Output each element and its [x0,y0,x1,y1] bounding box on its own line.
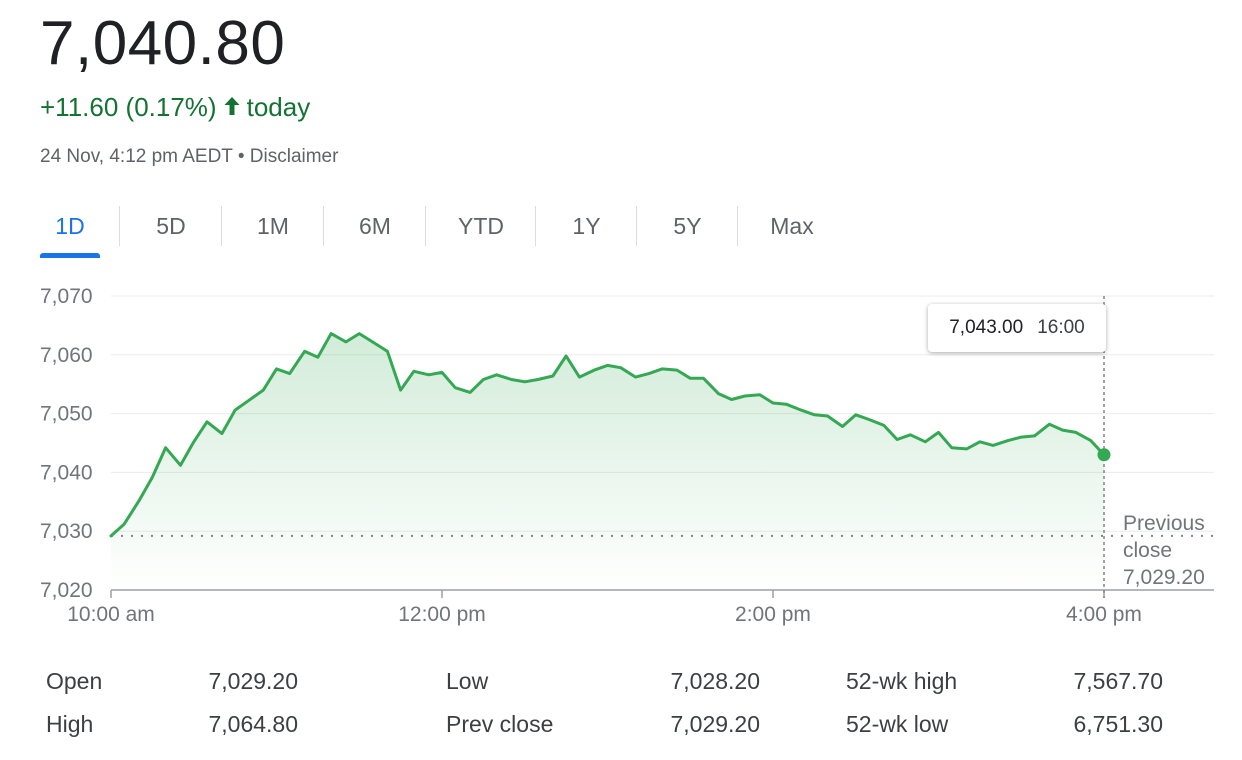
stat-label: Prev close [446,711,554,737]
stat-prev-close: Prev close 7,029.20 [446,711,760,738]
y-tick-label: 7,050 [40,403,93,426]
quote-meta: 24 Nov, 4:12 pm AEDT • Disclaimer [40,146,338,168]
tab-label: 5D [156,213,186,239]
stat-label: 52-wk low [846,711,949,737]
tab-label: 1M [257,213,289,239]
tab-5d[interactable]: 5D [120,204,222,250]
hover-tooltip: 7,043.00 16:00 [928,304,1106,352]
stat-value: 6,751.30 [1073,711,1163,737]
meta-separator: • [237,146,245,167]
active-tab-indicator [40,253,100,258]
change-suffix: today [246,92,311,122]
price-line [109,332,1106,538]
stat-value: 7,064.80 [208,711,298,737]
stat-label: 52-wk high [846,668,958,694]
y-tick-label: 7,060 [40,344,93,367]
arrow-up-icon [223,92,241,123]
previous-close-line1: Previous [1123,512,1205,535]
price-change: +11.60 (0.17%) today [40,92,310,123]
x-tick-label: 12:00 pm [398,603,486,626]
stat-high: High 7,064.80 [46,711,298,738]
timestamp: 24 Nov, 4:12 pm AEDT [40,146,233,167]
x-tick-label: 10:00 am [67,603,155,626]
range-tabs: 1D 5D 1M 6M YTD 1Y 5Y Max [20,204,846,258]
tab-ytd[interactable]: YTD [426,204,536,250]
stat-label: High [46,711,94,737]
tab-label: 1D [55,213,85,239]
stat-label: Open [46,668,103,694]
y-tick-label: 7,020 [40,579,93,602]
stat-value: 7,029.20 [670,711,760,737]
x-tick-label: 2:00 pm [735,603,811,626]
tab-max[interactable]: Max [738,204,846,250]
stat-low: Low 7,028.20 [446,668,760,695]
tab-1m[interactable]: 1M [222,204,324,250]
hover-point-marker [1097,448,1111,462]
price-area-fill [111,333,1104,590]
stat-open: Open 7,029.20 [46,668,298,695]
stat-value: 7,567.70 [1073,668,1163,694]
tooltip-time: 16:00 [1037,317,1085,338]
current-price: 7,040.80 [40,9,286,78]
tab-1y[interactable]: 1Y [536,204,637,250]
tab-label: Max [770,213,814,239]
tab-label: 1Y [572,213,601,239]
tab-6m[interactable]: 6M [324,204,426,250]
previous-close-value: 7,029.20 [1123,566,1205,589]
change-value: +11.60 (0.17%) [40,92,217,122]
previous-close-line2: close [1123,539,1173,562]
tab-5y[interactable]: 5Y [637,204,738,250]
y-tick-label: 7,070 [40,285,93,308]
x-tick-label: 4:00 pm [1066,603,1142,626]
disclaimer-link[interactable]: Disclaimer [249,146,339,167]
stat-value: 7,029.20 [208,668,298,694]
tab-label: 6M [359,213,391,239]
y-tick-label: 7,040 [40,461,93,484]
stat-label: Low [446,668,489,694]
tab-1d[interactable]: 1D [20,204,120,258]
previous-close-label: Previous close 7,029.20 [1123,510,1205,591]
y-tick-label: 7,030 [40,520,93,543]
stat-value: 7,028.20 [670,668,760,694]
tab-label: YTD [458,213,504,239]
tooltip-value: 7,043.00 [949,317,1024,338]
stat-52wk-high: 52-wk high 7,567.70 [846,668,1163,695]
stat-52wk-low: 52-wk low 6,751.30 [846,711,1163,738]
tab-label: 5Y [673,213,702,239]
